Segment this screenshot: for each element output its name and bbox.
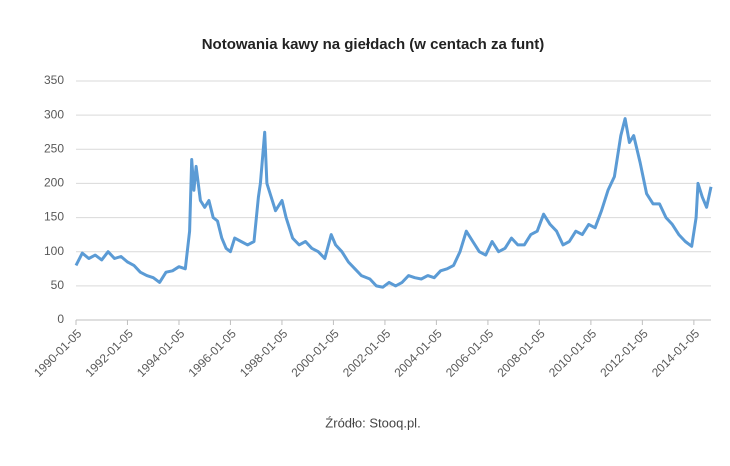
x-tick-label: 2010-01-05 (546, 326, 600, 380)
y-tick-label: 0 (57, 312, 64, 326)
x-tick-label: 1992-01-05 (83, 326, 137, 380)
x-tick-label: 1998-01-05 (237, 326, 291, 380)
y-tick-label: 50 (51, 278, 65, 292)
x-tick-label: 2002-01-05 (340, 326, 394, 380)
x-tick-label: 1994-01-05 (134, 326, 188, 380)
x-tick-label: 2000-01-05 (288, 326, 342, 380)
x-tick-label: 1990-01-05 (31, 326, 85, 380)
chart-title: Notowania kawy na giełdach (w centach za… (202, 36, 545, 53)
x-tick-label: 2014-01-05 (649, 326, 703, 380)
y-tick-label: 150 (44, 210, 64, 224)
y-tick-label: 200 (44, 176, 64, 190)
y-tick-label: 350 (44, 73, 64, 87)
data-line (74, 117, 713, 289)
x-tick-label: 1996-01-05 (185, 326, 239, 380)
x-tick-label: 2006-01-05 (443, 326, 497, 380)
y-tick-label: 100 (44, 244, 64, 258)
x-tick-label: 2012-01-05 (597, 326, 651, 380)
x-tick-label: 2004-01-05 (391, 326, 445, 380)
y-tick-label: 250 (44, 141, 64, 155)
y-tick-label: 300 (44, 107, 64, 121)
source: Źródło: Stooq.pl. (325, 415, 420, 430)
x-tick-label: 2008-01-05 (494, 326, 548, 380)
